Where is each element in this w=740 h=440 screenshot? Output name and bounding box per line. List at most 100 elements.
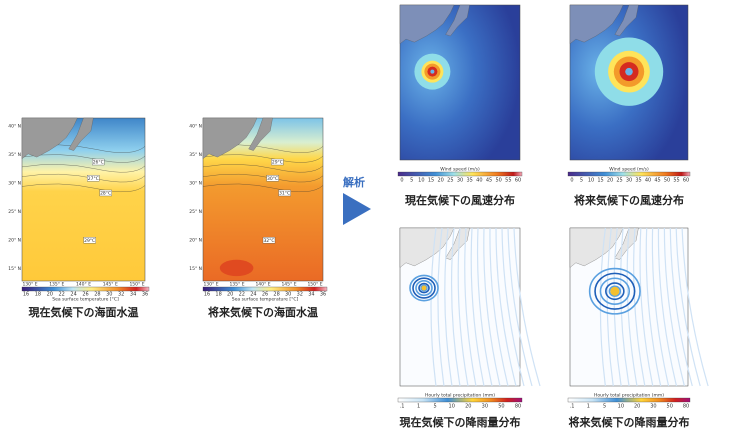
contour-label: 29°C xyxy=(272,160,283,166)
colorbar-tick: 36 xyxy=(320,292,326,298)
contour-label: 29°C xyxy=(84,238,95,244)
rain-band xyxy=(620,227,630,387)
colorbar-tick: 15 xyxy=(428,178,434,184)
colorbar-tick: 10 xyxy=(618,404,624,410)
caption: 現在気候下の降雨量分布 xyxy=(400,415,521,429)
colorbar-title: Sea surface temperature [°C] xyxy=(232,297,299,303)
rain-band xyxy=(513,227,541,387)
caption: 現在気候下の海面水温 xyxy=(29,305,139,319)
colorbar-tick: 22 xyxy=(239,292,245,298)
colorbar-tick: .1 xyxy=(570,404,575,410)
colorbar-tick: 50 xyxy=(498,404,504,410)
colorbar-tick: 28 xyxy=(273,292,279,298)
colorbar-tick: 5 xyxy=(410,178,413,184)
contour xyxy=(21,183,146,192)
rain-band xyxy=(599,227,606,387)
lat-label: 30° N xyxy=(189,181,202,187)
colorbar-title: Wind speed (m/s) xyxy=(609,167,649,173)
contour-label: 31°C xyxy=(279,190,290,196)
contour-label: 27°C xyxy=(88,176,99,182)
colorbar-tick: 25 xyxy=(616,178,622,184)
panel: .1 1 5 10 20 30 50 80 Hourly total precipitation… xyxy=(397,227,541,429)
colorbar xyxy=(202,286,328,292)
colorbar-tick: 10 xyxy=(588,178,594,184)
rain-band xyxy=(651,227,670,387)
colorbar-tick: 50 xyxy=(495,178,501,184)
colorbar-tick: 30 xyxy=(285,292,291,298)
arrow-label: 解析 xyxy=(343,175,365,189)
lon-label: 140° E xyxy=(76,282,91,288)
colorbar-tick: 5 xyxy=(603,404,606,410)
land xyxy=(68,117,94,151)
panel: 0 5 10 15 20 25 30 35 40 45 50 55 60 Wind speed (m/s)… xyxy=(397,4,523,207)
rain-band xyxy=(633,227,646,387)
colorbar-title: Hourly total precipitation (mm) xyxy=(425,393,495,399)
colorbar xyxy=(397,397,523,403)
caption: 将来気候下の降雨量分布 xyxy=(569,415,690,429)
rain-band xyxy=(489,227,509,387)
rain-band xyxy=(507,227,533,387)
lon-label: 135° E xyxy=(49,282,64,288)
colorbar-tick: 35 xyxy=(466,178,472,184)
lon-label: 145° E xyxy=(103,282,118,288)
contour-label-box xyxy=(92,158,105,166)
colorbar-tick: 5 xyxy=(434,404,437,410)
rain-band xyxy=(501,227,525,387)
colorbar-tick: 0 xyxy=(400,178,403,184)
colorbar-tick: 18 xyxy=(215,292,221,298)
colorbar-tick: 20 xyxy=(437,178,443,184)
colorbar xyxy=(397,171,523,177)
contour xyxy=(21,164,146,173)
wind-core xyxy=(430,69,435,74)
rain-band xyxy=(437,227,445,387)
land xyxy=(445,4,470,37)
colorbar-tick: 32 xyxy=(118,292,124,298)
colorbar-tick: 50 xyxy=(667,404,673,410)
colorbar-tick: 10 xyxy=(449,404,455,410)
lon-label: 135° E xyxy=(229,282,244,288)
lat-label: 40° N xyxy=(189,124,202,130)
colorbar-tick: 30 xyxy=(650,404,656,410)
rain-band xyxy=(476,227,493,387)
rain-band xyxy=(457,227,469,387)
contour-label-box xyxy=(83,237,96,244)
rain-band xyxy=(470,227,485,387)
colorbar-tick: 20 xyxy=(634,404,640,410)
rain-band xyxy=(645,227,662,387)
rain-band xyxy=(495,227,517,387)
colorbar-tick: .1 xyxy=(400,404,405,410)
caption: 将来気候下の風速分布 xyxy=(574,193,684,207)
contour-label-box xyxy=(266,175,279,182)
colorbar-tick: 60 xyxy=(683,178,689,184)
colorbar xyxy=(567,171,691,177)
rain-spiral xyxy=(409,274,439,302)
lat-label: 35° N xyxy=(189,152,202,158)
colorbar-tick: 40 xyxy=(645,178,651,184)
colorbar-tick: 16 xyxy=(204,292,210,298)
caption: 将来気候下の海面水温 xyxy=(208,305,318,319)
rain-spiral xyxy=(418,282,430,294)
colorbar-tick: 20 xyxy=(465,404,471,410)
rain-band xyxy=(675,227,701,387)
colorbar-tick: 60 xyxy=(515,178,521,184)
colorbar-tick: 0 xyxy=(570,178,573,184)
colorbar-tick: 32 xyxy=(297,292,303,298)
arrow xyxy=(343,193,371,225)
caption: 現在気候下の風速分布 xyxy=(405,193,515,207)
rain-band xyxy=(464,227,477,387)
contour xyxy=(202,164,324,173)
colorbar-tick: 30 xyxy=(482,404,488,410)
land xyxy=(248,117,273,151)
colorbar-tick: 45 xyxy=(486,178,492,184)
lat-label: 15° N xyxy=(189,266,202,272)
colorbar-tick: 30 xyxy=(626,178,632,184)
rain-spiral xyxy=(608,285,622,297)
rain-spiral xyxy=(599,277,631,305)
colorbar-tick: 30 xyxy=(106,292,112,298)
rain-band xyxy=(657,227,678,387)
rain-spiral xyxy=(605,282,625,301)
colorbar-title: Wind speed (m/s) xyxy=(440,167,480,173)
colorbar-tick: 80 xyxy=(515,404,521,410)
colorbar-tick: 18 xyxy=(35,292,41,298)
